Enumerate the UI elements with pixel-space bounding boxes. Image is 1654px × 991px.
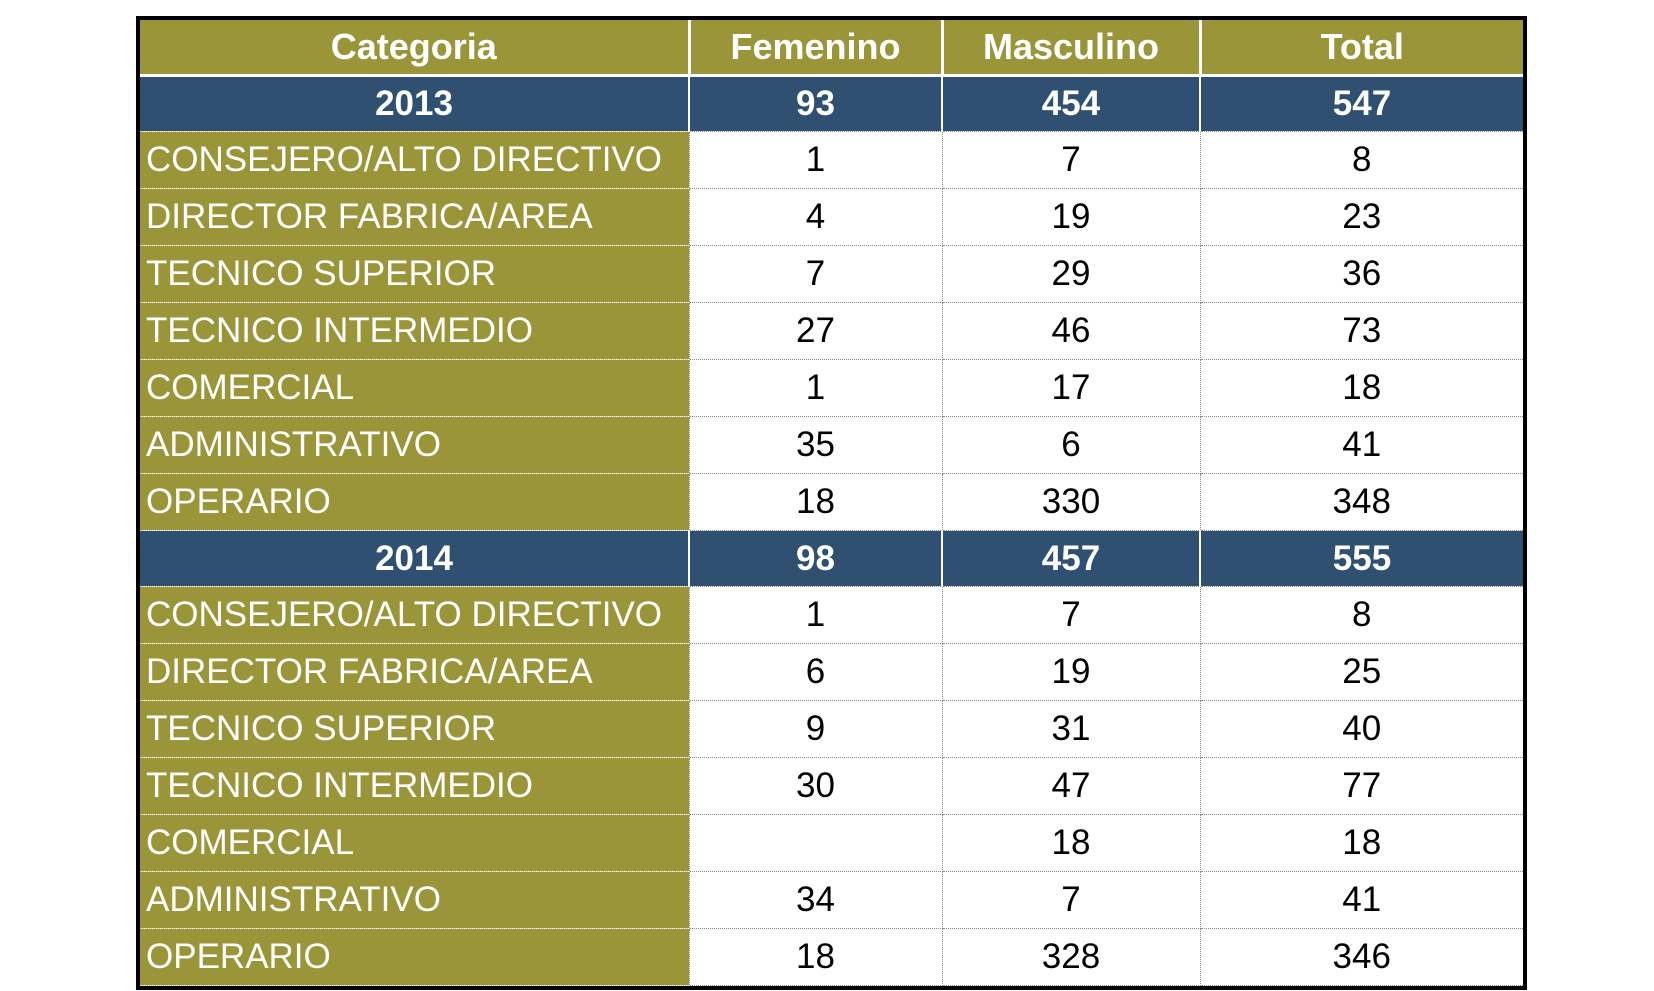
row-femenino xyxy=(688,813,943,872)
table-row: COMERCIAL 1 17 18 xyxy=(140,358,1523,417)
table-row: ADMINISTRATIVO 34 7 41 xyxy=(140,870,1523,929)
table-row: OPERARIO 18 328 346 xyxy=(140,927,1523,987)
row-femenino: 34 xyxy=(688,870,943,929)
header-total: Total xyxy=(1198,20,1523,77)
row-masculino: 17 xyxy=(941,358,1201,417)
row-masculino: 47 xyxy=(941,756,1201,815)
row-masculino: 19 xyxy=(941,642,1201,701)
row-femenino: 1 xyxy=(688,358,943,417)
row-total: 25 xyxy=(1199,642,1523,701)
row-total: 41 xyxy=(1199,870,1523,929)
row-total: 18 xyxy=(1199,813,1523,872)
year-row-2014: 2014 98 457 555 xyxy=(140,530,1523,587)
header-masculino: Masculino xyxy=(940,20,1202,77)
row-femenino: 4 xyxy=(688,187,943,246)
row-categoria: ADMINISTRATIVO xyxy=(140,415,689,474)
row-categoria: CONSEJERO/ALTO DIRECTIVO xyxy=(140,585,689,644)
row-femenino: 6 xyxy=(688,642,943,701)
category-gender-table: Categoria Femenino Masculino Total 2013 … xyxy=(140,20,1523,987)
year-grand-total: 555 xyxy=(1199,530,1523,587)
header-femenino: Femenino xyxy=(687,20,944,77)
row-masculino: 7 xyxy=(941,870,1201,929)
row-masculino: 29 xyxy=(941,244,1201,303)
table-row: TECNICO INTERMEDIO 30 47 77 xyxy=(140,756,1523,815)
year-label: 2013 xyxy=(140,75,690,131)
row-total: 348 xyxy=(1199,472,1523,531)
row-masculino: 31 xyxy=(941,699,1201,758)
row-categoria: DIRECTOR FABRICA/AREA xyxy=(140,187,689,246)
table-row: TECNICO SUPERIOR 7 29 36 xyxy=(140,244,1523,303)
table-row: COMERCIAL 18 18 xyxy=(140,813,1523,872)
row-femenino: 35 xyxy=(688,415,943,474)
row-femenino: 1 xyxy=(688,585,943,644)
table-row: DIRECTOR FABRICA/AREA 4 19 23 xyxy=(140,187,1523,246)
row-masculino: 18 xyxy=(941,813,1201,872)
header-categoria: Categoria xyxy=(140,20,691,77)
table-row: CONSEJERO/ALTO DIRECTIVO 1 7 8 xyxy=(140,585,1523,644)
row-total: 23 xyxy=(1199,187,1523,246)
row-masculino: 328 xyxy=(941,927,1201,987)
year-femenino-total: 93 xyxy=(688,75,943,131)
row-femenino: 18 xyxy=(688,472,943,531)
row-total: 8 xyxy=(1199,130,1523,189)
row-femenino: 30 xyxy=(688,756,943,815)
table-row: CONSEJERO/ALTO DIRECTIVO 1 7 8 xyxy=(140,130,1523,189)
data-table-frame: Categoria Femenino Masculino Total 2013 … xyxy=(136,16,1527,990)
row-femenino: 1 xyxy=(688,130,943,189)
row-femenino: 9 xyxy=(688,699,943,758)
row-categoria: TECNICO INTERMEDIO xyxy=(140,756,689,815)
row-categoria: TECNICO SUPERIOR xyxy=(140,244,689,303)
row-total: 8 xyxy=(1199,585,1523,644)
row-total: 77 xyxy=(1199,756,1523,815)
row-femenino: 7 xyxy=(688,244,943,303)
row-masculino: 7 xyxy=(941,130,1201,189)
row-categoria: OPERARIO xyxy=(140,927,689,987)
year-masculino-total: 454 xyxy=(941,75,1201,131)
row-total: 36 xyxy=(1199,244,1523,303)
year-masculino-total: 457 xyxy=(941,530,1201,587)
row-categoria: ADMINISTRATIVO xyxy=(140,870,689,929)
row-masculino: 330 xyxy=(941,472,1201,531)
row-categoria: CONSEJERO/ALTO DIRECTIVO xyxy=(140,130,689,189)
row-total: 40 xyxy=(1199,699,1523,758)
row-total: 18 xyxy=(1199,358,1523,417)
row-masculino: 19 xyxy=(941,187,1201,246)
row-total: 73 xyxy=(1199,301,1523,360)
row-total: 41 xyxy=(1199,415,1523,474)
table-row: TECNICO INTERMEDIO 27 46 73 xyxy=(140,301,1523,360)
table-row: DIRECTOR FABRICA/AREA 6 19 25 xyxy=(140,642,1523,701)
row-categoria: COMERCIAL xyxy=(140,813,689,872)
row-total: 346 xyxy=(1199,927,1523,987)
row-categoria: TECNICO SUPERIOR xyxy=(140,699,689,758)
row-categoria: DIRECTOR FABRICA/AREA xyxy=(140,642,689,701)
year-label: 2014 xyxy=(140,530,690,587)
year-femenino-total: 98 xyxy=(688,530,943,587)
row-masculino: 6 xyxy=(941,415,1201,474)
table-row: OPERARIO 18 330 348 xyxy=(140,472,1523,531)
row-femenino: 27 xyxy=(688,301,943,360)
row-femenino: 18 xyxy=(688,927,943,987)
year-row-2013: 2013 93 454 547 xyxy=(140,75,1523,131)
table-row: TECNICO SUPERIOR 9 31 40 xyxy=(140,699,1523,758)
row-masculino: 7 xyxy=(941,585,1201,644)
row-categoria: COMERCIAL xyxy=(140,358,689,417)
table-row: ADMINISTRATIVO 35 6 41 xyxy=(140,415,1523,474)
header-row: Categoria Femenino Masculino Total xyxy=(140,20,1523,77)
row-categoria: OPERARIO xyxy=(140,472,689,531)
row-masculino: 46 xyxy=(941,301,1201,360)
row-categoria: TECNICO INTERMEDIO xyxy=(140,301,689,360)
year-grand-total: 547 xyxy=(1199,75,1523,131)
